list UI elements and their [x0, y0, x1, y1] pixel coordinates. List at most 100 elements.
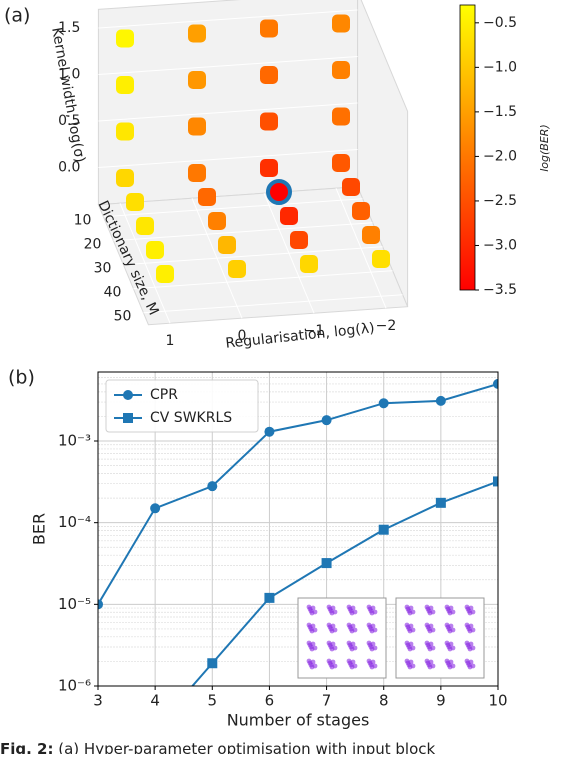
- inset-dot: [425, 642, 431, 648]
- colorbar-tick-label: −3.0: [483, 237, 517, 253]
- legend-label: CPR: [150, 387, 178, 403]
- point: [362, 226, 380, 244]
- point: [290, 231, 308, 249]
- grid-line: [98, 9, 358, 29]
- grid-line: [123, 246, 383, 266]
- colorbar-tick-label: −1.5: [483, 104, 517, 120]
- inset-dot: [309, 610, 315, 616]
- z-tick-label: 0.0: [58, 160, 80, 176]
- point: [280, 207, 298, 225]
- inset-dot: [467, 646, 473, 652]
- y-tick-label: 30: [94, 261, 112, 277]
- inset-dot: [329, 664, 335, 670]
- caption-label: Fig. 2:: [0, 740, 53, 755]
- point: [332, 14, 350, 33]
- inset-dot: [425, 624, 431, 630]
- grid-line: [119, 203, 171, 324]
- y-tick-label: 50: [114, 309, 132, 325]
- inset-image: [395, 597, 485, 679]
- inset-dot: [307, 624, 313, 630]
- marker: [98, 599, 103, 610]
- inset-dot: [407, 664, 413, 670]
- point: [136, 217, 154, 235]
- point: [126, 193, 144, 211]
- y-tick-label: 10: [74, 213, 92, 229]
- inset-dot: [369, 628, 375, 634]
- colorbar: [459, 4, 476, 291]
- inset-dot: [465, 606, 471, 612]
- x-tick-label: 0: [238, 328, 247, 344]
- inset-dot: [367, 642, 373, 648]
- inset-dot: [465, 660, 471, 666]
- y-tick-label: 10⁻⁵: [58, 595, 91, 613]
- x-tick-label: 4: [150, 692, 160, 710]
- x-tick-label: −1: [304, 323, 325, 339]
- marker: [321, 558, 332, 569]
- grid-line: [98, 56, 358, 75]
- inset-dot: [327, 660, 333, 666]
- marker: [207, 658, 218, 669]
- z-axis-label: Kernel width, log(σ): [48, 26, 88, 164]
- point: [116, 122, 134, 141]
- x-tick-label: 10: [488, 692, 507, 710]
- y-tick-label: 40: [104, 285, 122, 301]
- point: [188, 71, 206, 89]
- point: [270, 183, 288, 201]
- x-tick-label: 8: [379, 692, 389, 710]
- x-tick-label: 1: [166, 333, 175, 349]
- inset-dot: [307, 606, 313, 612]
- marker: [435, 395, 446, 406]
- point: [372, 250, 390, 268]
- point: [260, 159, 278, 177]
- point: [198, 188, 216, 206]
- inset-dot: [329, 610, 335, 616]
- inset-dot: [349, 610, 355, 616]
- grid-line: [191, 198, 243, 319]
- inset-dot: [425, 606, 431, 612]
- inset-dot: [327, 606, 333, 612]
- colorbar-tick-label: −2.0: [483, 148, 517, 164]
- marker: [321, 415, 332, 426]
- grid-line: [113, 222, 373, 242]
- inset-dot: [367, 660, 373, 666]
- inset-dot: [427, 610, 433, 616]
- marker: [150, 724, 160, 734]
- grid-line: [98, 149, 358, 168]
- inset-dot: [407, 628, 413, 634]
- inset-dot: [329, 628, 335, 634]
- inset-dot: [329, 646, 335, 652]
- best-ring: [266, 179, 292, 205]
- legend-label: CV SWKRLS: [150, 410, 232, 426]
- inset-dot: [465, 642, 471, 648]
- caption-text: (a) Hyper-parameter optimisation with in…: [58, 740, 435, 755]
- back-pane: [97, 0, 359, 206]
- grid-line: [98, 102, 358, 122]
- inset-dot: [407, 610, 413, 616]
- inset-dot: [405, 624, 411, 630]
- inset-dot: [307, 660, 313, 666]
- y-tick-label: 10⁻⁶: [58, 677, 91, 695]
- point: [260, 19, 278, 38]
- inset-dot: [349, 646, 355, 652]
- inset-dot: [447, 610, 453, 616]
- inset-dot: [467, 664, 473, 670]
- inset-dot: [467, 628, 473, 634]
- grid-line: [143, 294, 403, 314]
- marker: [493, 476, 498, 487]
- inset-dot: [347, 624, 353, 630]
- inset-dot: [349, 664, 355, 670]
- colorbar-tick-label: −3.5: [483, 282, 517, 298]
- caption: Fig. 2: (a) Hyper-parameter optimisation…: [0, 740, 436, 755]
- inset-dot: [405, 642, 411, 648]
- inset-dot: [369, 646, 375, 652]
- axes-frame: [97, 371, 499, 687]
- marker: [378, 524, 389, 535]
- point: [300, 255, 318, 273]
- z-tick-label: 1.5: [58, 20, 80, 36]
- point: [146, 241, 164, 259]
- inset-dot: [367, 624, 373, 630]
- inset-dot: [407, 646, 413, 652]
- y-tick-label: 10⁻⁴: [58, 513, 91, 531]
- marker: [264, 426, 275, 437]
